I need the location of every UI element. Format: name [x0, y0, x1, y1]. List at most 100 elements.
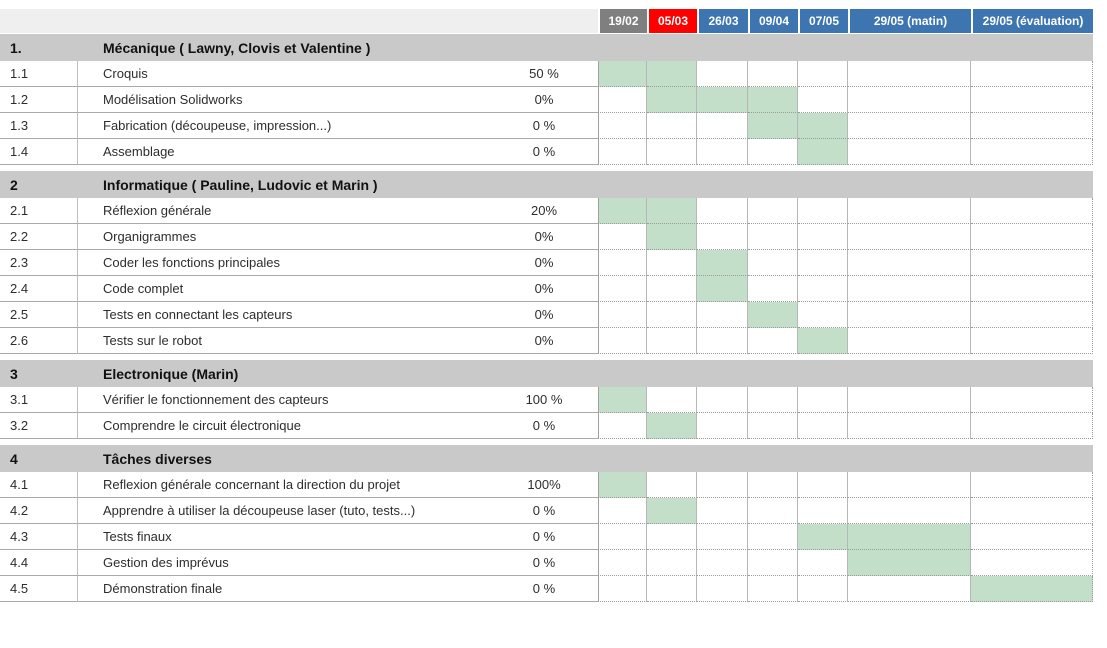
gantt-cell[interactable]	[647, 550, 697, 576]
gantt-cell[interactable]	[697, 413, 748, 439]
gantt-cell[interactable]	[798, 276, 848, 302]
task-progress-cell[interactable]: 20%	[490, 198, 598, 224]
gantt-cell[interactable]	[697, 61, 748, 87]
gantt-cell[interactable]	[798, 413, 848, 439]
gantt-cell[interactable]	[598, 550, 647, 576]
gantt-cell-filled[interactable]	[798, 113, 848, 139]
gantt-cell-filled[interactable]	[748, 87, 798, 113]
task-progress-cell[interactable]: 0%	[490, 328, 598, 354]
task-number-cell[interactable]: 1.1	[0, 61, 78, 87]
gantt-cell[interactable]	[971, 276, 1093, 302]
task-number-cell[interactable]: 2.4	[0, 276, 78, 302]
gantt-cell-filled[interactable]	[848, 524, 971, 550]
date-header-cell[interactable]: 26/03	[697, 9, 748, 33]
gantt-cell[interactable]	[798, 61, 848, 87]
gantt-cell[interactable]	[598, 87, 647, 113]
gantt-cell[interactable]	[971, 250, 1093, 276]
gantt-cell[interactable]	[798, 198, 848, 224]
gantt-cell[interactable]	[647, 302, 697, 328]
task-number-cell[interactable]: 4.1	[0, 472, 78, 498]
gantt-cell-filled[interactable]	[647, 224, 697, 250]
task-progress-cell[interactable]: 0 %	[490, 113, 598, 139]
gantt-cell[interactable]	[748, 498, 798, 524]
task-progress-cell[interactable]: 0%	[490, 276, 598, 302]
gantt-cell-filled[interactable]	[798, 139, 848, 165]
gantt-cell[interactable]	[647, 113, 697, 139]
gantt-cell-filled[interactable]	[697, 276, 748, 302]
gantt-cell[interactable]	[598, 413, 647, 439]
task-number-cell[interactable]: 2.6	[0, 328, 78, 354]
gantt-cell[interactable]	[798, 472, 848, 498]
gantt-cell[interactable]	[697, 224, 748, 250]
date-header-cell[interactable]: 19/02	[598, 9, 647, 33]
gantt-cell[interactable]	[971, 224, 1093, 250]
gantt-cell[interactable]	[848, 387, 971, 413]
gantt-cell[interactable]	[748, 250, 798, 276]
gantt-cell[interactable]	[697, 139, 748, 165]
gantt-cell[interactable]	[647, 472, 697, 498]
gantt-cell[interactable]	[748, 550, 798, 576]
gantt-cell[interactable]	[697, 472, 748, 498]
task-progress-cell[interactable]: 50 %	[490, 61, 598, 87]
gantt-cell[interactable]	[748, 276, 798, 302]
task-number-cell[interactable]: 2.1	[0, 198, 78, 224]
gantt-cell-filled[interactable]	[798, 328, 848, 354]
task-name-cell[interactable]: Coder les fonctions principales	[78, 250, 490, 276]
date-header-cell[interactable]: 07/05	[798, 9, 848, 33]
task-name-cell[interactable]: Tests en connectant les capteurs	[78, 302, 490, 328]
gantt-cell-filled[interactable]	[598, 472, 647, 498]
gantt-cell-filled[interactable]	[848, 550, 971, 576]
task-progress-cell[interactable]: 0 %	[490, 498, 598, 524]
gantt-cell[interactable]	[848, 328, 971, 354]
task-number-cell[interactable]: 2.2	[0, 224, 78, 250]
section-row[interactable]: 4 Tâches diverses	[0, 445, 1093, 472]
section-row[interactable]: 3 Electronique (Marin)	[0, 360, 1093, 387]
gantt-cell[interactable]	[798, 302, 848, 328]
gantt-cell[interactable]	[647, 276, 697, 302]
gantt-cell[interactable]	[598, 302, 647, 328]
gantt-cell[interactable]	[748, 524, 798, 550]
date-header-cell[interactable]: 09/04	[748, 9, 798, 33]
gantt-cell[interactable]	[971, 139, 1093, 165]
gantt-cell[interactable]	[748, 387, 798, 413]
gantt-cell[interactable]	[971, 524, 1093, 550]
task-number-cell[interactable]: 4.3	[0, 524, 78, 550]
task-number-cell[interactable]: 1.3	[0, 113, 78, 139]
task-number-cell[interactable]: 3.2	[0, 413, 78, 439]
gantt-cell[interactable]	[848, 139, 971, 165]
gantt-cell[interactable]	[798, 87, 848, 113]
task-number-cell[interactable]: 2.3	[0, 250, 78, 276]
task-name-cell[interactable]: Assemblage	[78, 139, 490, 165]
gantt-cell[interactable]	[647, 387, 697, 413]
gantt-cell-filled[interactable]	[598, 198, 647, 224]
gantt-cell[interactable]	[598, 276, 647, 302]
gantt-cell[interactable]	[697, 576, 748, 602]
gantt-cell-filled[interactable]	[647, 413, 697, 439]
task-progress-cell[interactable]: 0 %	[490, 550, 598, 576]
task-name-cell[interactable]: Fabrication (découpeuse, impression...)	[78, 113, 490, 139]
task-name-cell[interactable]: Croquis	[78, 61, 490, 87]
gantt-cell[interactable]	[697, 302, 748, 328]
gantt-cell[interactable]	[647, 524, 697, 550]
task-progress-cell[interactable]: 0 %	[490, 524, 598, 550]
task-name-cell[interactable]: Reflexion générale concernant la directi…	[78, 472, 490, 498]
gantt-cell[interactable]	[697, 328, 748, 354]
gantt-cell[interactable]	[647, 139, 697, 165]
task-progress-cell[interactable]: 0 %	[490, 576, 598, 602]
task-progress-cell[interactable]: 100 %	[490, 387, 598, 413]
task-name-cell[interactable]: Organigrammes	[78, 224, 490, 250]
date-header-cell[interactable]: 29/05 (matin)	[848, 9, 971, 33]
gantt-cell-filled[interactable]	[647, 498, 697, 524]
gantt-cell[interactable]	[971, 387, 1093, 413]
gantt-cell-filled[interactable]	[798, 524, 848, 550]
gantt-cell[interactable]	[971, 550, 1093, 576]
gantt-cell[interactable]	[598, 113, 647, 139]
gantt-cell[interactable]	[697, 498, 748, 524]
gantt-cell[interactable]	[697, 550, 748, 576]
gantt-cell[interactable]	[971, 472, 1093, 498]
gantt-cell-filled[interactable]	[971, 576, 1093, 602]
gantt-cell[interactable]	[697, 387, 748, 413]
gantt-cell[interactable]	[647, 576, 697, 602]
task-progress-cell[interactable]: 0 %	[490, 413, 598, 439]
gantt-cell[interactable]	[748, 576, 798, 602]
